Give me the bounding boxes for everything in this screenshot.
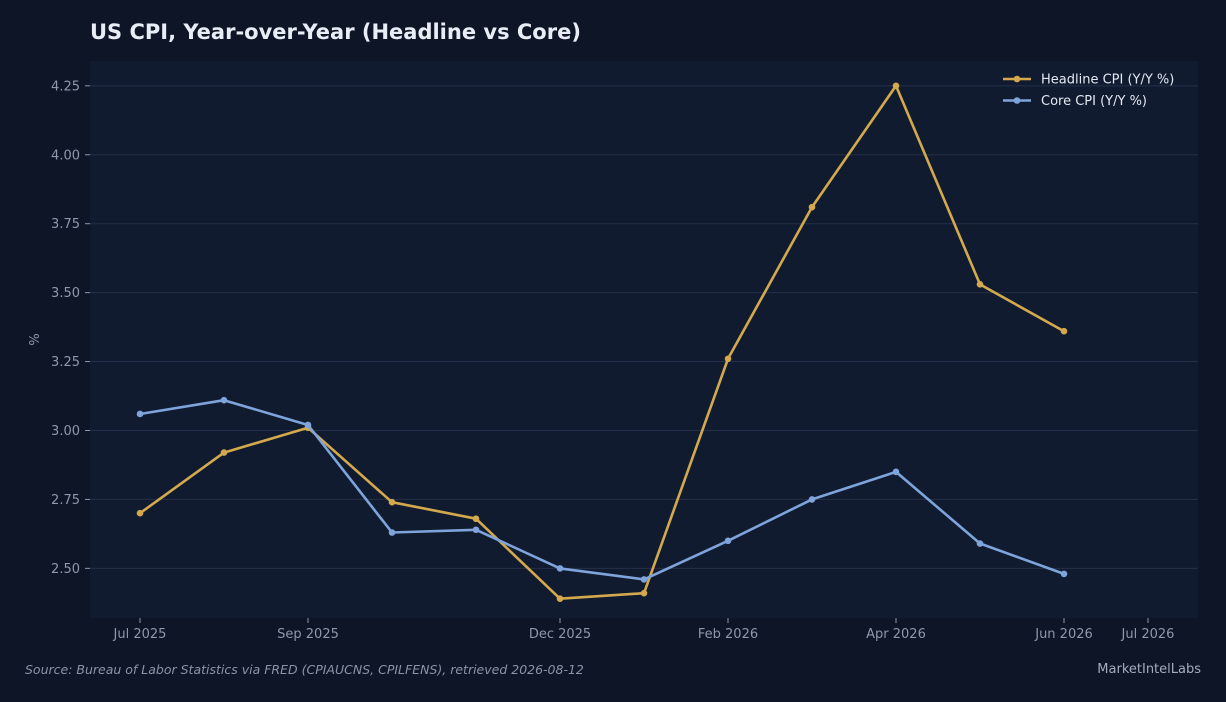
chart-title: US CPI, Year-over-Year (Headline vs Core… xyxy=(90,20,581,44)
series-1-point-1 xyxy=(220,396,228,404)
y-tick-label-7: 4.25 xyxy=(51,79,80,94)
x-tick-label-6: Jul 2026 xyxy=(1121,627,1175,642)
series-0-point-3 xyxy=(388,498,396,506)
series-1-point-10 xyxy=(976,540,984,547)
x-tick-label-5: Jun 2026 xyxy=(1034,627,1093,642)
series-1-point-9 xyxy=(892,468,900,476)
x-tick-label-4: Apr 2026 xyxy=(866,627,926,642)
series-lines xyxy=(136,82,1068,602)
legend-label-1: Core CPI (Y/Y %) xyxy=(1041,94,1147,109)
legend-marker-1 xyxy=(1013,97,1021,104)
series-line-0 xyxy=(139,84,1065,601)
series-0-point-11 xyxy=(1060,327,1068,335)
series-0-point-8 xyxy=(808,203,816,211)
series-1-point-4 xyxy=(472,526,480,534)
series-0-point-9 xyxy=(892,82,900,90)
x-tick-label-3: Feb 2026 xyxy=(698,627,758,642)
y-tick-label-6: 4.00 xyxy=(51,148,80,163)
x-tick-label-2: Dec 2025 xyxy=(529,627,591,642)
series-0-point-0 xyxy=(136,509,144,517)
series-line-1 xyxy=(139,398,1065,581)
x-tick-label-0: Jul 2025 xyxy=(113,627,167,642)
series-1-point-0 xyxy=(136,410,144,418)
legend-marker-0 xyxy=(1013,75,1021,83)
series-1-point-6 xyxy=(640,576,648,583)
x-axis-ticks: Jul 2025 Sep 2025 Dec 2025 Feb 2026 Apr 2026… xyxy=(113,618,1175,642)
series-0-point-5 xyxy=(556,595,564,602)
series-1-point-11 xyxy=(1060,570,1068,578)
series-0-point-1 xyxy=(220,449,228,456)
series-0-point-10 xyxy=(976,281,984,288)
plot-area xyxy=(90,61,1198,618)
source-note: Source: Bureau of Labor Statistics via F… xyxy=(25,662,584,677)
series-0-point-6 xyxy=(640,589,648,597)
y-tick-label-3: 3.25 xyxy=(51,355,80,370)
series-1-point-7 xyxy=(724,537,732,545)
x-tick-label-1: Sep 2025 xyxy=(277,627,339,642)
series-1-point-8 xyxy=(808,496,816,503)
y-tick-label-5: 3.75 xyxy=(51,217,80,232)
legend: Headline CPI (Y/Y %) Core CPI (Y/Y %) xyxy=(1003,73,1174,109)
y-axis-label: % xyxy=(28,333,43,345)
y-tick-label-0: 2.50 xyxy=(51,562,80,577)
y-tick-label-1: 2.75 xyxy=(51,493,80,508)
y-tick-label-4: 3.50 xyxy=(51,286,80,301)
legend-label-0: Headline CPI (Y/Y %) xyxy=(1041,73,1174,88)
brand-label: MarketIntelLabs xyxy=(1097,662,1201,677)
series-1-point-5 xyxy=(556,565,564,572)
series-1-point-2 xyxy=(304,421,312,429)
gridlines xyxy=(90,85,1198,569)
series-1-point-3 xyxy=(388,529,396,536)
y-axis-ticks: 2.50 2.75 3.00 3.25 3.50 3.75 4.00 4.25 xyxy=(51,79,90,577)
y-tick-label-2: 3.00 xyxy=(51,424,80,439)
series-0-point-4 xyxy=(472,515,480,523)
series-0-point-7 xyxy=(724,355,732,363)
